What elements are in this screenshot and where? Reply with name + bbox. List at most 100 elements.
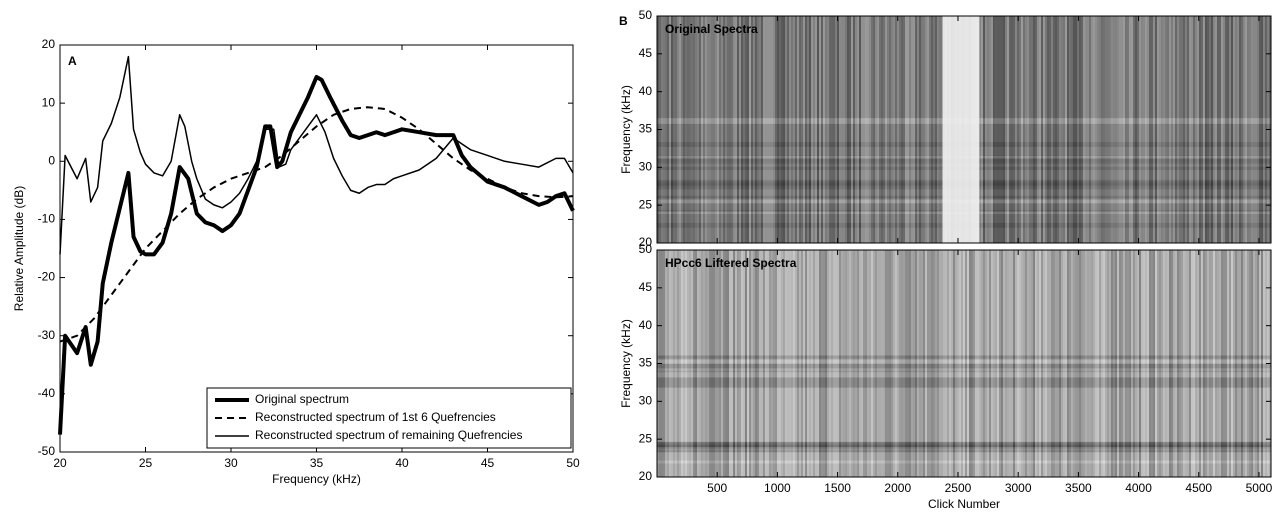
spectrogram-stripe: [859, 16, 861, 243]
spectrogram-stripe: [1029, 250, 1031, 477]
spectrogram-stripe: [751, 16, 753, 243]
spectrogram-stripe: [713, 250, 715, 477]
spectrogram-stripe: [963, 250, 965, 477]
spectrogram-stripe: [1209, 250, 1211, 477]
spectrogram-stripe: [763, 250, 765, 477]
spectrogram-stripe: [813, 16, 815, 243]
spectrogram-stripe: [1141, 16, 1143, 243]
spectrogram-stripe: [865, 250, 867, 477]
spectrogram-stripe: [1117, 16, 1119, 243]
y-tick-label: 40: [639, 84, 653, 98]
x-tick-label: 3500: [1065, 481, 1092, 495]
spectrogram-stripe: [1229, 250, 1231, 477]
spectrogram-stripe: [843, 16, 845, 243]
spectrogram-stripe: [1113, 250, 1115, 477]
spectrogram-stripe: [1249, 250, 1251, 477]
spectrogram-stripe: [1097, 16, 1099, 243]
spectrogram-stripe: [999, 16, 1001, 243]
spectrogram-stripe: [901, 250, 903, 477]
spectrogram-stripe: [1139, 250, 1141, 477]
spectrogram-stripe: [989, 250, 991, 477]
spectrogram-stripe: [1075, 16, 1077, 243]
spectrogram-stripe: [831, 250, 833, 477]
spectrogram-stripe: [1035, 16, 1037, 243]
spectrogram-stripe: [747, 16, 749, 243]
spectrogram-stripe: [1003, 16, 1005, 243]
spectrogram-stripe: [1061, 250, 1063, 477]
spectrogram-stripe: [759, 16, 761, 243]
spectrogram-stripe: [891, 16, 893, 243]
spectrogram-stripe: [785, 250, 787, 477]
spectrogram-stripe: [737, 16, 739, 243]
spectrogram-stripe: [1073, 16, 1075, 243]
spectrogram-stripe: [945, 250, 947, 477]
spectrogram-stripe: [775, 250, 777, 477]
spectrogram-stripe: [1191, 16, 1193, 243]
spectrogram-stripe: [767, 250, 769, 477]
spectrogram-stripe: [673, 16, 675, 243]
line-series: [58, 74, 575, 435]
panel: 20 25 30 35 40 45 50 Frequency (kHz) Original Sp…: [619, 8, 1272, 249]
spectrogram-stripe: [1163, 250, 1165, 477]
spectrogram-band: [657, 377, 1271, 382]
spectrogram-stripe: [1065, 250, 1067, 477]
spectrogram-stripe: [687, 16, 689, 243]
spectrogram-stripe: [1115, 250, 1117, 477]
spectrogram-stripe: [1085, 250, 1087, 477]
x-tick-label: 4500: [1185, 481, 1212, 495]
spectrogram-stripe: [1083, 250, 1085, 477]
spectrogram-stripe: [917, 250, 919, 477]
spectrogram-stripe: [1189, 250, 1191, 477]
spectrogram-stripe: [1243, 250, 1245, 477]
spectrogram-stripe: [1023, 16, 1025, 243]
spectrogram-stripe: [1003, 250, 1005, 477]
spectrogram-stripe: [1247, 250, 1249, 477]
spectrogram-stripe: [1227, 250, 1229, 477]
spectrogram-band: [657, 369, 1271, 373]
spectrogram-stripe: [981, 16, 983, 243]
spectrogram-stripe: [1239, 250, 1241, 477]
spectrogram-stripe: [727, 16, 729, 243]
spectrogram-stripe: [1139, 16, 1141, 243]
spectrogram-stripe: [1249, 16, 1251, 243]
spectrogram-stripe: [739, 16, 741, 243]
spectrogram-stripe: [1109, 250, 1111, 477]
spectrogram-stripe: [799, 250, 801, 477]
spectrogram-stripe: [719, 16, 721, 243]
spectrogram-stripe: [1071, 16, 1073, 243]
spectrogram-stripe: [1045, 250, 1047, 477]
x-tick-label: 4000: [1125, 481, 1152, 495]
spectrogram-stripe: [787, 16, 789, 243]
spectrogram-stripe: [1183, 16, 1185, 243]
spectrogram-stripe: [855, 16, 857, 243]
spectrogram-stripe: [1219, 250, 1221, 477]
spectrogram-stripe: [785, 16, 787, 243]
spectrogram-stripe: [931, 250, 933, 477]
spectrogram-stripe: [781, 16, 783, 243]
y-tick-label: 10: [42, 95, 56, 109]
spectrogram-stripe: [881, 250, 883, 477]
spectrogram-stripe: [1091, 16, 1093, 243]
spectrogram-stripe: [1105, 250, 1107, 477]
line-series: [59, 55, 574, 255]
spectrogram-stripe: [1203, 16, 1205, 243]
spectrogram-stripe: [695, 16, 697, 243]
spectrogram-stripe: [1241, 250, 1243, 477]
y-tick-label: 30: [639, 394, 653, 408]
spectrogram-stripe: [939, 16, 941, 243]
spectrogram-stripe: [1089, 250, 1091, 477]
spectrogram-stripe: [885, 250, 887, 477]
spectrogram-stripe: [1093, 16, 1095, 243]
spectrogram-stripe: [773, 16, 775, 243]
spectrogram-stripe: [1119, 16, 1121, 243]
spectrogram-stripe: [1165, 16, 1167, 243]
spectrogram-stripe: [1033, 250, 1035, 477]
spectrogram-stripe: [729, 16, 731, 243]
y-tick-label: 50: [639, 8, 653, 22]
spectrogram-stripe: [859, 250, 861, 477]
spectrogram-stripe: [1065, 16, 1067, 243]
spectrogram-band: [657, 460, 1271, 464]
spectrogram-stripe: [1233, 250, 1235, 477]
spectrogram-stripe: [703, 16, 705, 243]
spectrogram-stripe: [733, 250, 735, 477]
